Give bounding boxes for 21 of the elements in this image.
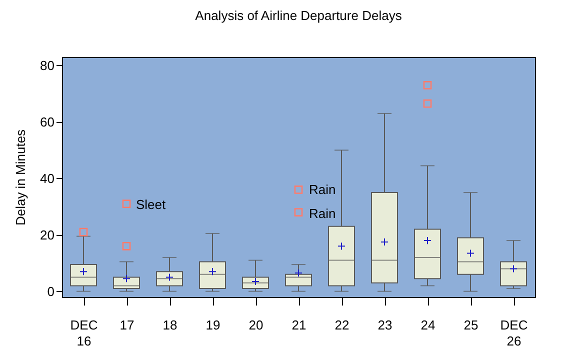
x-tick-label: 19	[206, 318, 220, 332]
x-tick-label: 24	[420, 318, 436, 332]
annotation: Sleet	[136, 197, 166, 212]
x-tick-label: 25	[464, 318, 478, 332]
y-tick-label: 20	[40, 227, 54, 242]
annotation: Rain	[309, 182, 336, 197]
y-tick-label: 40	[40, 170, 54, 186]
chart-title: Analysis of Airline Departure Delays	[195, 8, 402, 23]
x-tick-label: 20	[248, 318, 264, 332]
x-tick-label: 22	[334, 318, 350, 332]
x-tick-label: 23	[378, 318, 392, 332]
y-tick-label: 60	[40, 114, 54, 130]
x-tick-label: 17	[120, 318, 134, 332]
y-tick-label: 80	[40, 58, 54, 73]
y-axis-title: Delay in Minutes	[13, 128, 28, 226]
x-tick-label: 21	[292, 318, 306, 332]
x-tick-label: 18	[162, 318, 178, 332]
x-tick-label: DEC 16	[70, 318, 98, 348]
annotation: Rain	[309, 206, 336, 221]
x-tick-label: DEC 26	[500, 318, 528, 348]
y-tick-label: 0	[47, 284, 54, 299]
